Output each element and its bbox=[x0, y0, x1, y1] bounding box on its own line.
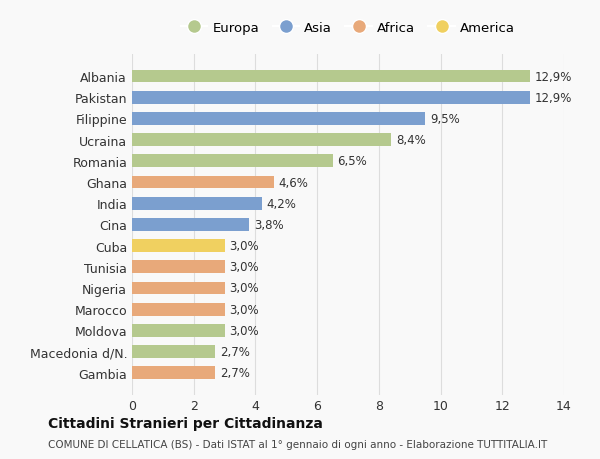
Text: 2,7%: 2,7% bbox=[220, 345, 250, 358]
Bar bbox=[132, 155, 332, 168]
Bar bbox=[132, 197, 262, 210]
Bar bbox=[132, 325, 224, 337]
Bar bbox=[132, 218, 249, 231]
Text: Cittadini Stranieri per Cittadinanza: Cittadini Stranieri per Cittadinanza bbox=[48, 416, 323, 430]
Bar bbox=[132, 261, 224, 274]
Text: 8,4%: 8,4% bbox=[396, 134, 425, 147]
Text: 3,0%: 3,0% bbox=[229, 240, 259, 252]
Bar bbox=[132, 367, 215, 379]
Bar bbox=[132, 71, 530, 83]
Text: 4,2%: 4,2% bbox=[266, 197, 296, 210]
Bar bbox=[132, 240, 224, 252]
Bar bbox=[132, 176, 274, 189]
Text: 3,8%: 3,8% bbox=[254, 218, 284, 231]
Text: 12,9%: 12,9% bbox=[535, 91, 572, 105]
Text: 3,0%: 3,0% bbox=[229, 282, 259, 295]
Text: 3,0%: 3,0% bbox=[229, 324, 259, 337]
Bar bbox=[132, 134, 391, 147]
Text: 12,9%: 12,9% bbox=[535, 70, 572, 84]
Text: 3,0%: 3,0% bbox=[229, 303, 259, 316]
Legend: Europa, Asia, Africa, America: Europa, Asia, Africa, America bbox=[177, 17, 519, 39]
Text: COMUNE DI CELLATICA (BS) - Dati ISTAT al 1° gennaio di ogni anno - Elaborazione : COMUNE DI CELLATICA (BS) - Dati ISTAT al… bbox=[48, 440, 547, 449]
Text: 6,5%: 6,5% bbox=[337, 155, 367, 168]
Text: 9,5%: 9,5% bbox=[430, 112, 460, 126]
Bar bbox=[132, 113, 425, 125]
Bar bbox=[132, 303, 224, 316]
Text: 2,7%: 2,7% bbox=[220, 366, 250, 380]
Bar bbox=[132, 92, 530, 104]
Bar bbox=[132, 282, 224, 295]
Bar bbox=[132, 346, 215, 358]
Text: 3,0%: 3,0% bbox=[229, 261, 259, 274]
Text: 4,6%: 4,6% bbox=[278, 176, 308, 189]
